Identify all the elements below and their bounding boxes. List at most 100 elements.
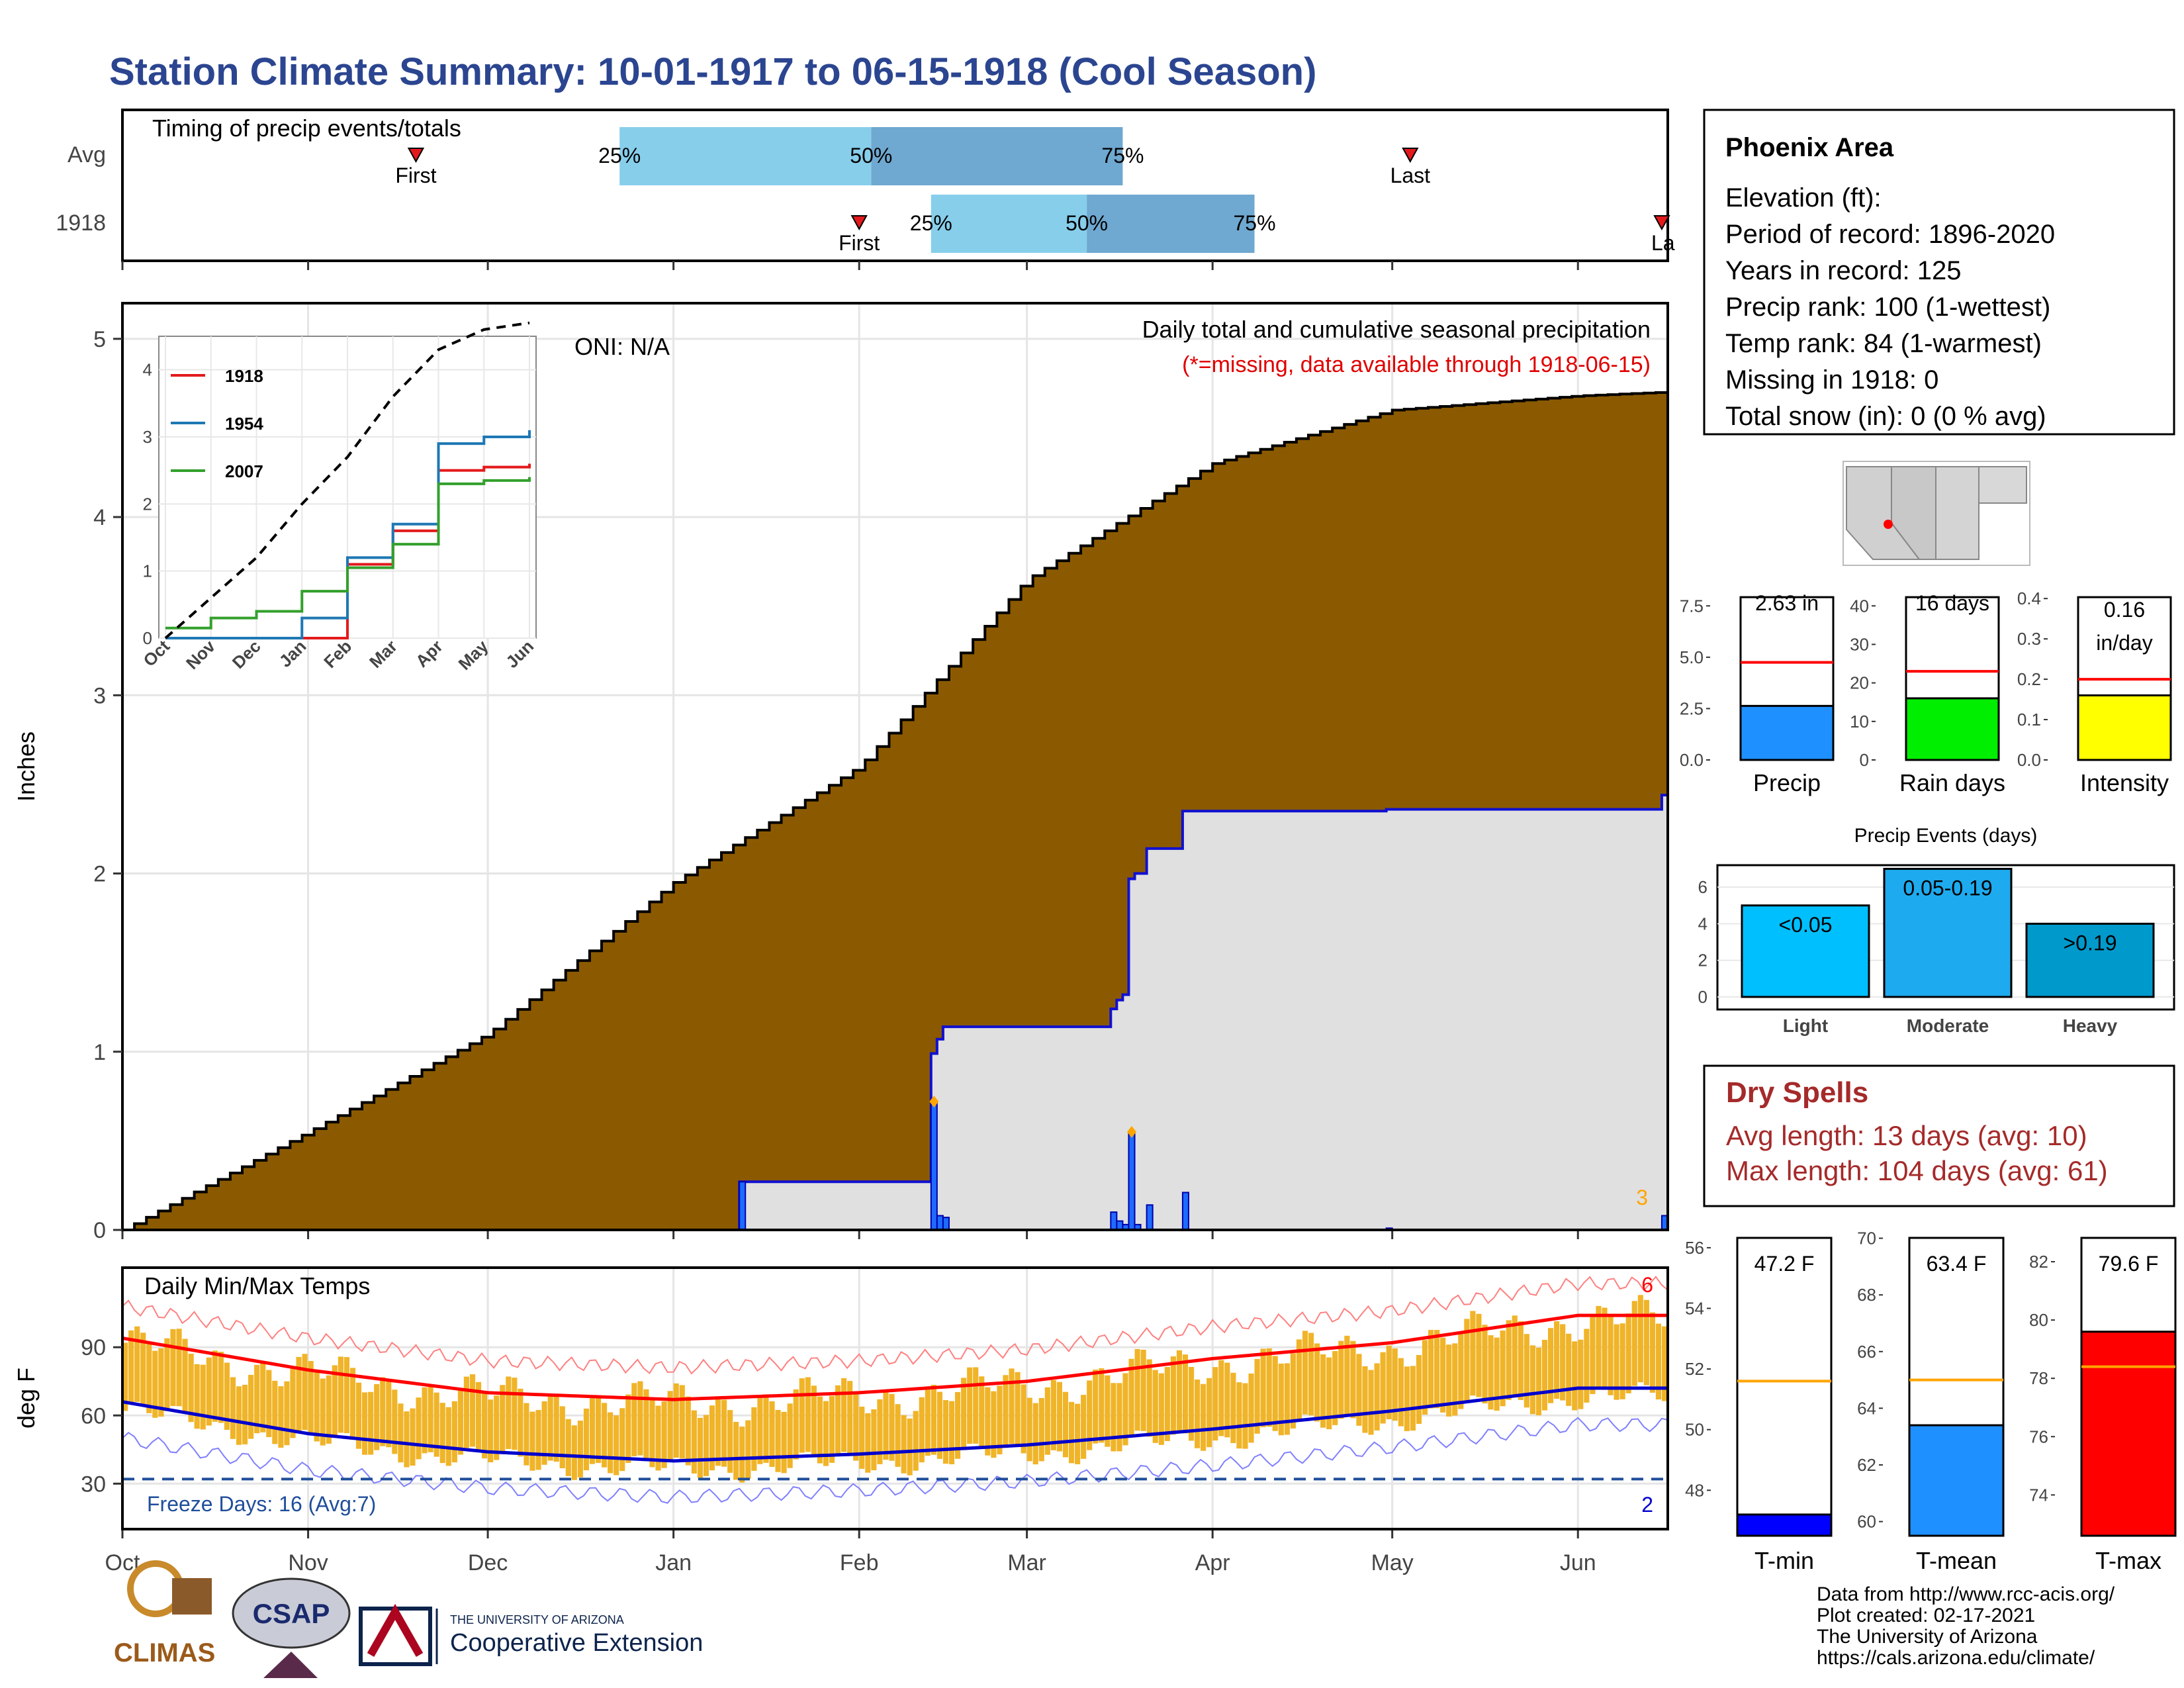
mini-bar-intensity: 0.0 0.1 0.2 0.3 0.4 0.16 in/day Intensity xyxy=(2017,588,2172,796)
mini-bar-fill xyxy=(2077,694,2172,761)
temp-day-bar xyxy=(1524,1334,1529,1408)
temp-day-bar xyxy=(583,1408,590,1471)
temp-day-bar xyxy=(637,1381,643,1456)
temp-day-bar xyxy=(631,1383,637,1456)
temp-day-bar xyxy=(1201,1383,1206,1451)
temp-day-bar xyxy=(925,1386,931,1456)
temp-day-bar xyxy=(1284,1363,1290,1435)
mini-bar-tick-label: 0.0 xyxy=(1680,750,1704,770)
temp-day-bar xyxy=(1572,1341,1578,1411)
temp-day-bar xyxy=(380,1377,386,1446)
inset-legend: 1918 1954 2007 xyxy=(171,366,263,481)
mini-bar-fill xyxy=(1905,697,2000,761)
temp-day-bar xyxy=(278,1386,284,1448)
temp-day-bar xyxy=(1140,1350,1146,1431)
info-line: Years in record: 125 xyxy=(1725,256,1962,285)
temp-day-bar xyxy=(895,1404,901,1467)
temp-day-bar xyxy=(1619,1323,1625,1399)
mini-bar-value-unit: in/day xyxy=(2096,631,2152,655)
timing-label-75: 75% xyxy=(1101,144,1144,167)
temp-day-bar xyxy=(1356,1354,1362,1426)
temp-day-bar xyxy=(1062,1391,1069,1458)
texas-shape xyxy=(1978,466,2027,504)
dry-spells-frame xyxy=(1703,1064,2175,1207)
temp-day-bar xyxy=(661,1401,667,1468)
precip-events-tick-label: 2 xyxy=(1698,951,1707,970)
temp-day-bar xyxy=(1038,1397,1044,1462)
inset-y-tick-label: 1 xyxy=(143,561,152,581)
month-label-nov: Nov xyxy=(288,1550,328,1575)
first-event-label: First xyxy=(839,231,880,255)
precip-event-label: Heavy xyxy=(2063,1015,2118,1036)
temp-day-bar xyxy=(859,1407,865,1469)
temp-day-bar xyxy=(1500,1330,1506,1407)
csap-logo: CSAP xyxy=(232,1577,351,1678)
last-event-label: Last xyxy=(1390,164,1431,187)
timing-label-25: 25% xyxy=(910,211,952,235)
temp-day-bar xyxy=(673,1383,679,1458)
temp-day-bar xyxy=(1164,1367,1170,1441)
temp-day-bar xyxy=(973,1367,979,1444)
temp-summary-tick-label: 56 xyxy=(1685,1238,1704,1258)
precip-events-title: Precip Events (days) xyxy=(1854,825,2038,847)
mini-bar-tick-label: 2.5 xyxy=(1680,698,1704,718)
temp-summary-tick-label: 74 xyxy=(2029,1485,2048,1505)
temp-day-bar xyxy=(991,1391,997,1458)
temp-day-bar xyxy=(1170,1356,1176,1435)
temp-summary-tick-label: 52 xyxy=(1685,1359,1704,1379)
mini-bar-value: 16 days xyxy=(1915,591,1989,615)
temp-day-bar xyxy=(469,1374,476,1447)
temp-day-bar xyxy=(170,1329,176,1407)
temp-day-bar xyxy=(1182,1354,1189,1434)
temp-summary-value: 47.2 F xyxy=(1754,1252,1815,1276)
temp-day-bar xyxy=(1416,1355,1422,1424)
temp-day-bar xyxy=(1392,1348,1398,1421)
temp-day-bar xyxy=(1260,1348,1266,1428)
temp-day-bar xyxy=(128,1330,134,1404)
temp-day-bar xyxy=(445,1407,451,1466)
temp-day-bar xyxy=(1296,1339,1302,1421)
temp-day-bar xyxy=(799,1378,805,1453)
first-event-label: First xyxy=(395,164,436,187)
temp-day-bar xyxy=(1188,1366,1195,1441)
temp-day-bar xyxy=(835,1385,841,1457)
temp-day-bar xyxy=(416,1397,422,1460)
last-event-marker xyxy=(1653,215,1670,231)
temp-summary-value: 63.4 F xyxy=(1927,1252,1987,1276)
temp-day-bar xyxy=(1649,1312,1655,1393)
info-line: Period of record: 1896-2020 xyxy=(1725,220,2055,249)
timing-panel: Timing of precip events/totals Avg 1918 … xyxy=(56,109,1675,270)
mini-bar-tick-label: 0.4 xyxy=(2017,588,2041,608)
credit-line: https://cals.arizona.edu/climate/ xyxy=(1817,1647,2095,1669)
inset-y-tick-label: 3 xyxy=(143,427,152,447)
temp-day-bar xyxy=(1326,1357,1332,1430)
precip-event-bar-moderate xyxy=(1883,868,2013,998)
temp-day-bar xyxy=(349,1368,356,1440)
temp-day-bar xyxy=(685,1396,691,1466)
temp-day-bar xyxy=(164,1338,170,1411)
daily-precip-bar xyxy=(930,1101,938,1231)
temp-day-bar xyxy=(1602,1307,1608,1390)
month-label-jan: Jan xyxy=(655,1550,692,1575)
temp-day-bar xyxy=(1655,1323,1662,1400)
temp-summary-t-mean: 60 62 64 66 68 70 63.4 F T-mean xyxy=(1857,1229,2005,1574)
temp-day-bar xyxy=(296,1356,302,1432)
temp-day-bar xyxy=(871,1409,877,1471)
temp-day-bar xyxy=(451,1401,457,1463)
temp-day-bar xyxy=(955,1391,961,1459)
temp-lines xyxy=(122,1276,1668,1504)
temp-day-bar xyxy=(188,1353,194,1423)
temp-day-bar xyxy=(368,1391,374,1455)
inset-y-tick-label: 4 xyxy=(143,360,152,380)
temp-summary-tick-label: 78 xyxy=(2029,1368,2048,1388)
mini-bar-tick-label: 20 xyxy=(1850,673,1869,693)
temp-day-bar xyxy=(745,1420,751,1479)
temp-day-bar xyxy=(1518,1321,1524,1400)
temp-day-bar xyxy=(428,1385,433,1452)
mini-bar-value: 0.16 xyxy=(2104,598,2145,622)
daily-max-marker xyxy=(1126,1125,1136,1138)
temp-day-bar xyxy=(1230,1372,1236,1444)
ua-logo-line1: THE UNIVERSITY OF ARIZONA xyxy=(450,1613,624,1626)
temp-day-bar xyxy=(655,1405,661,1471)
precip-events-tick-label: 4 xyxy=(1698,914,1707,933)
